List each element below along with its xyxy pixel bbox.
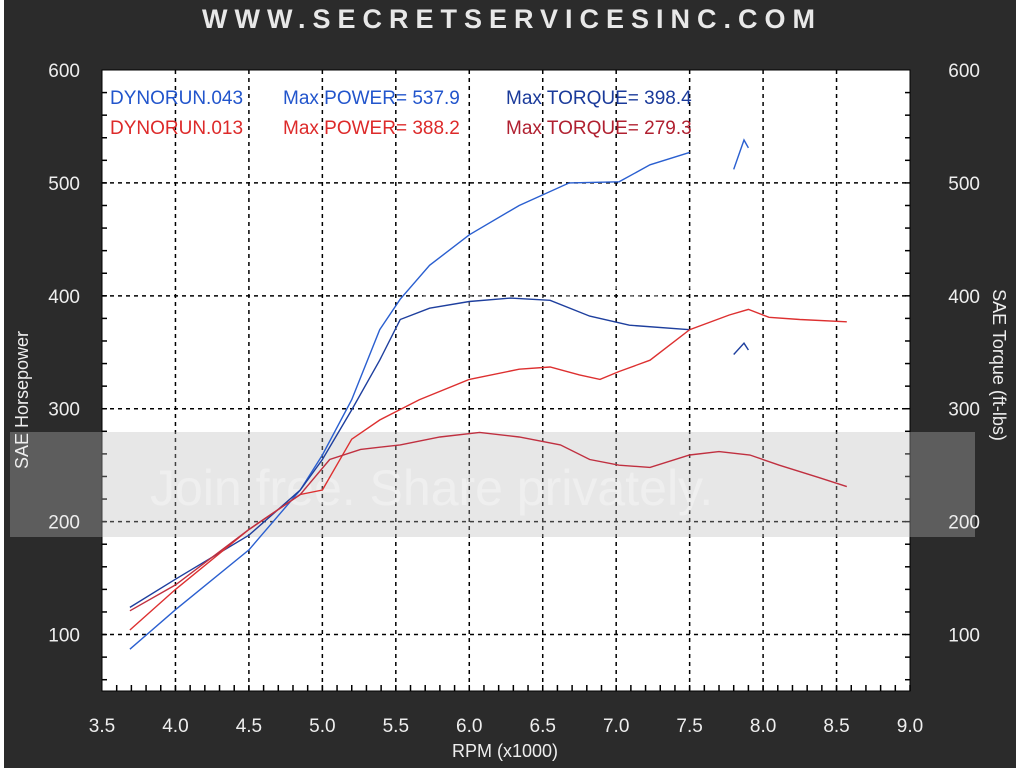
plot-area <box>102 70 910 691</box>
watermark: photobucket Join free. Share privately. <box>10 267 975 537</box>
x-tick-label: 9.0 <box>897 716 923 737</box>
grid <box>101 69 911 692</box>
y-tick-label: 300 <box>48 400 80 421</box>
legend-torque-1: Max TORQUE= 398.4 <box>506 88 692 109</box>
watermark-band <box>10 432 975 537</box>
legend-run-1: DYNORUN.043 <box>110 88 243 109</box>
tick-labels: 3.5 4.0 4.5 5.0 5.5 6.0 6.5 7.0 7.5 8.0 8.5 9.0 100 2… <box>48 61 980 737</box>
watermark-main-text: photobucket <box>420 267 693 323</box>
x-tick-label: 7.0 <box>603 716 629 737</box>
x-tick-label: 4.0 <box>162 716 188 737</box>
x-tick-label: 5.5 <box>383 716 409 737</box>
x-tick-label: 3.5 <box>89 716 115 737</box>
series-dynorun-043-power <box>129 151 690 650</box>
y-tick-label: 400 <box>48 287 80 308</box>
y-tick-label: 200 <box>48 513 80 534</box>
y-axis-label: SAE Horsepower <box>12 331 32 469</box>
legend-torque-2: Max TORQUE= 279.3 <box>506 118 692 139</box>
series-lines <box>129 138 848 650</box>
x-tick-label: 4.5 <box>236 716 262 737</box>
y2-tick-label: 400 <box>948 287 980 308</box>
legend-power-1: Max POWER= 537.9 <box>283 88 460 109</box>
legend: DYNORUN.043 Max POWER= 537.9 Max TORQUE=… <box>110 88 692 139</box>
y2-tick-label: 300 <box>948 400 980 421</box>
y2-axis-label: SAE Torque (ft-lbs) <box>989 289 1009 441</box>
plot-border <box>101 69 911 692</box>
x-tick-label: 8.5 <box>823 716 849 737</box>
series-dynorun-013-torque <box>129 431 848 612</box>
legend-power-2: Max POWER= 388.2 <box>283 118 460 139</box>
x-axis-label: RPM (x1000) <box>452 741 558 761</box>
y-tick-label: 100 <box>48 626 80 647</box>
x-tick-label: 7.5 <box>676 716 702 737</box>
series-dynorun-043-torque <box>129 297 690 608</box>
y-tick-label: 500 <box>48 174 80 195</box>
y2-tick-label: 500 <box>948 174 980 195</box>
site-title: WWW.SECRETSERVICESINC.COM <box>201 4 823 34</box>
y2-tick-label: 600 <box>948 61 980 82</box>
series-dynorun-043-power-fragment <box>733 138 750 170</box>
x-tick-label: 8.0 <box>750 716 776 737</box>
y2-tick-label: 200 <box>948 513 980 534</box>
x-tick-label: 6.0 <box>456 716 482 737</box>
watermark-band-text: Join free. Share privately. <box>150 460 713 516</box>
x-tick-label: 6.5 <box>530 716 556 737</box>
y2-tick-label: 100 <box>948 626 980 647</box>
y-tick-label: 600 <box>48 61 80 82</box>
x-tick-label: 5.0 <box>309 716 335 737</box>
series-dynorun-013-power <box>129 308 847 631</box>
series-dynorun-043-torque-fragment <box>733 342 749 355</box>
legend-run-2: DYNORUN.013 <box>110 118 243 139</box>
